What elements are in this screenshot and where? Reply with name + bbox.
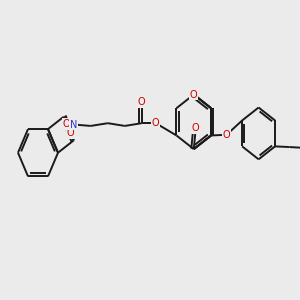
Text: O: O [223, 130, 230, 140]
Text: O: O [192, 123, 200, 133]
Text: N: N [70, 120, 77, 130]
Text: O: O [190, 90, 198, 100]
Text: O: O [63, 119, 70, 129]
Text: O: O [152, 118, 160, 128]
Text: O: O [138, 97, 146, 107]
Text: O: O [67, 128, 74, 138]
